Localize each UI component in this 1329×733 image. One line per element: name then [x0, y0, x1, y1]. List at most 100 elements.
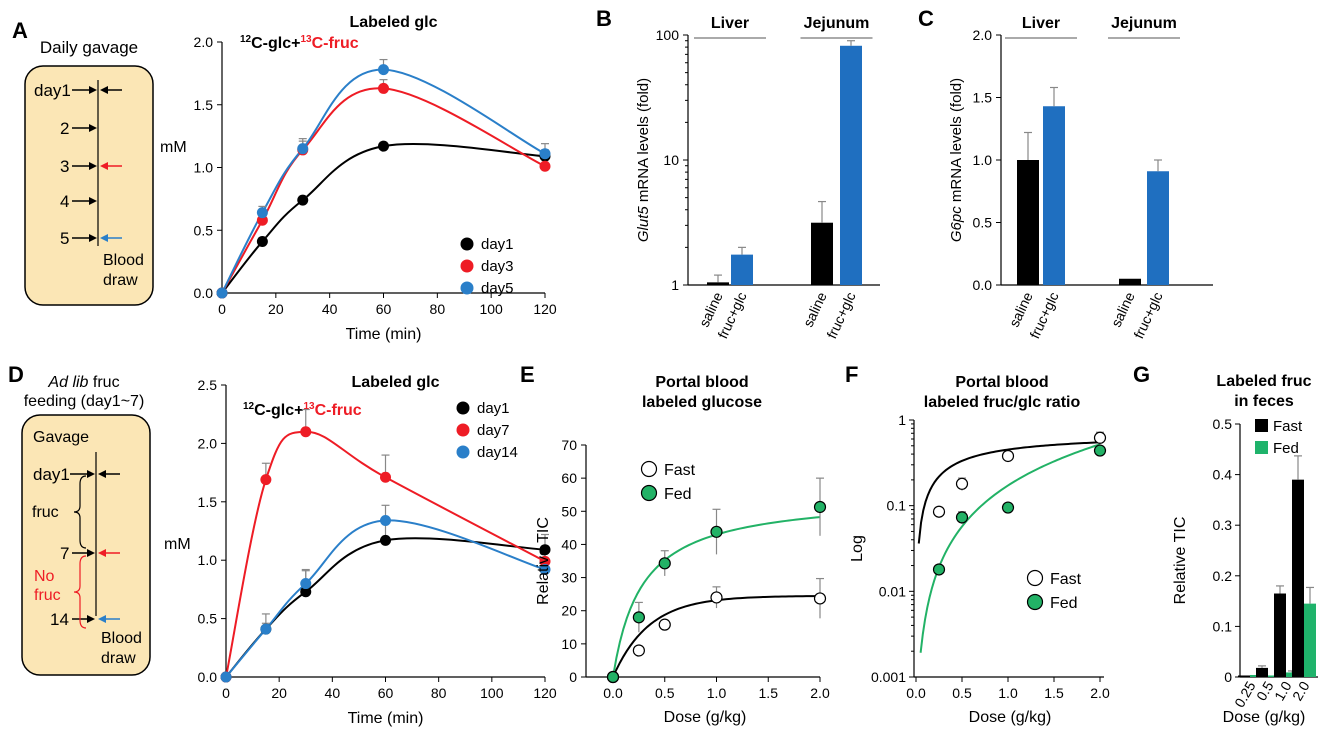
schematic-a-arrow-in-head — [89, 234, 97, 242]
y-tick-label: 1.5 — [198, 494, 218, 510]
x-tick-label: 2.0 — [1090, 685, 1110, 701]
data-point-day7 — [260, 474, 272, 486]
data-point-Fed — [1093, 444, 1107, 457]
x-tick-label: 20 — [268, 301, 284, 317]
data-point-Fast — [710, 591, 723, 604]
bar-fruc+glc — [731, 254, 753, 285]
chart-annotation: 12C-glc+13C-fruc — [243, 401, 362, 419]
chart-title: Portal blood — [955, 374, 1048, 391]
series-line-day3 — [221, 87, 546, 294]
data-point-day1 — [300, 586, 312, 598]
schematic-d-fruc-red: fruc — [34, 587, 61, 604]
schematic-d-arrow-draw-head — [98, 470, 106, 478]
brace-no-fruc — [73, 555, 87, 629]
group-label-liver: Liver — [711, 15, 749, 32]
y-tick-label: 1 — [898, 412, 906, 428]
chart-title: Labeled glc — [349, 14, 437, 31]
y-tick-label: 100 — [656, 27, 680, 43]
legend-marker-Fast — [1026, 569, 1044, 587]
x-tick-label: 1.0 — [998, 685, 1018, 701]
panel-letter-d: D — [8, 362, 24, 387]
y-tick-label: 20 — [561, 603, 577, 619]
schematic-a-arrow-draw-head — [100, 234, 108, 242]
y-tick-label: 0.5 — [973, 215, 993, 231]
data-point-day3 — [378, 82, 389, 94]
x-axis-label: Dose (g/kg) — [664, 709, 747, 726]
y-tick-label: 0.4 — [1213, 467, 1233, 483]
y-tick-label: 1.0 — [194, 160, 214, 176]
schematic-d-arrow-draw-head — [98, 549, 106, 557]
legend-label-Fast: Fast — [664, 462, 696, 479]
group-label-jejunum: Jejunum — [1111, 15, 1177, 32]
data-point-day14 — [220, 671, 232, 683]
bar-saline — [1119, 278, 1141, 285]
schematic-a-day-label: 4 — [60, 192, 69, 211]
legend-label-Fed: Fed — [1273, 440, 1299, 457]
data-point-Fed — [606, 670, 620, 684]
data-point-day5 — [539, 148, 551, 160]
y-tick-label: 0.5 — [198, 611, 218, 627]
x-axis-label: Dose (g/kg) — [1223, 709, 1306, 726]
y-tick-label: 0.5 — [1213, 416, 1233, 432]
data-point-day1 — [378, 140, 389, 152]
series-line-day5 — [221, 68, 546, 294]
schematic-d-arrow-in-head — [87, 470, 95, 478]
data-point-day3 — [256, 214, 268, 226]
x-tick-label: 60 — [378, 685, 394, 701]
y-tick-label: 70 — [561, 437, 577, 453]
bar-saline — [811, 222, 833, 285]
x-tick-label: 1.0 — [707, 685, 727, 701]
x-tick-label: 0 — [222, 685, 230, 701]
data-point-Fast — [632, 644, 645, 657]
x-tick-label: 1.5 — [759, 685, 779, 701]
schematic-a-day-label: 2 — [60, 119, 69, 138]
legend-label-Fast: Fast — [1050, 571, 1082, 588]
x-tick-label: 100 — [480, 685, 504, 701]
chart-a: Labeled glc 12C-glc+13C-fruc 0.0 0.5 1.0 1.5 2… — [160, 14, 557, 343]
panel-letter-g: G — [1133, 362, 1150, 387]
legend-marker-Fed — [1255, 441, 1268, 454]
data-point-day14 — [300, 578, 312, 590]
y-tick-label: 1.0 — [198, 552, 218, 568]
legend-marker-Fed — [640, 484, 658, 502]
legend-label-day5: day5 — [481, 280, 514, 297]
brace-fruc — [73, 475, 87, 549]
chart-e: Portal blood labeled glucose 0 10 20 30 40 50 60… — [535, 374, 830, 726]
legend-marker-day3 — [460, 259, 474, 273]
schematic-d-day-label: day1 — [33, 465, 70, 484]
y-tick-label: 0.3 — [1213, 517, 1233, 533]
y-axis-label: mM — [164, 536, 191, 553]
schematic-d-arrow-draw-head — [98, 615, 106, 623]
schematic-d-blood: Blood — [101, 630, 142, 647]
schematic-a-arrow-in-head — [89, 162, 97, 170]
x-axis-label: Time (min) — [348, 710, 424, 727]
schematic-a-day-label: 5 — [60, 229, 69, 248]
x-tick-label: 120 — [533, 301, 557, 317]
legend-marker-day5 — [460, 281, 474, 295]
y-tick-label: 50 — [561, 503, 577, 519]
chart-title: Portal blood — [655, 374, 748, 391]
x-tick-label: 2.0 — [1289, 678, 1313, 703]
data-point-Fast — [955, 477, 969, 490]
chart-subtitle: in feces — [1234, 393, 1294, 410]
series-line-day1 — [225, 537, 546, 678]
schematic-a: Daily gavage day1 2 3 4 5 Blood draw — [24, 38, 154, 306]
data-point-day1 — [539, 544, 551, 556]
y-tick-label: 2.0 — [194, 34, 214, 50]
chart-title: Labeled glc — [351, 374, 439, 391]
legend-marker-Fed — [1026, 593, 1044, 611]
bar-fruc+glc — [840, 45, 862, 285]
group-label-jejunum: Jejunum — [804, 15, 870, 32]
y-tick-label: 2.0 — [973, 27, 993, 43]
chart-g: Labeled fruc in feces 0 0.1 0.2 0.3 0.4 0.5 Rela… — [1172, 373, 1318, 726]
y-axis-label: Relative TIC — [1172, 517, 1189, 605]
bar-Fed-2.0 — [1304, 603, 1316, 677]
panel-letter-c: C — [918, 6, 934, 31]
series-line-day1 — [221, 143, 546, 294]
schematic-a-day-label: day1 — [34, 81, 71, 100]
data-point-day7 — [380, 471, 391, 483]
data-point-day5 — [216, 287, 228, 299]
y-tick-label: 30 — [561, 570, 577, 586]
schematic-a-day-label: 3 — [60, 157, 69, 176]
panel-letter-b: B — [596, 6, 612, 31]
